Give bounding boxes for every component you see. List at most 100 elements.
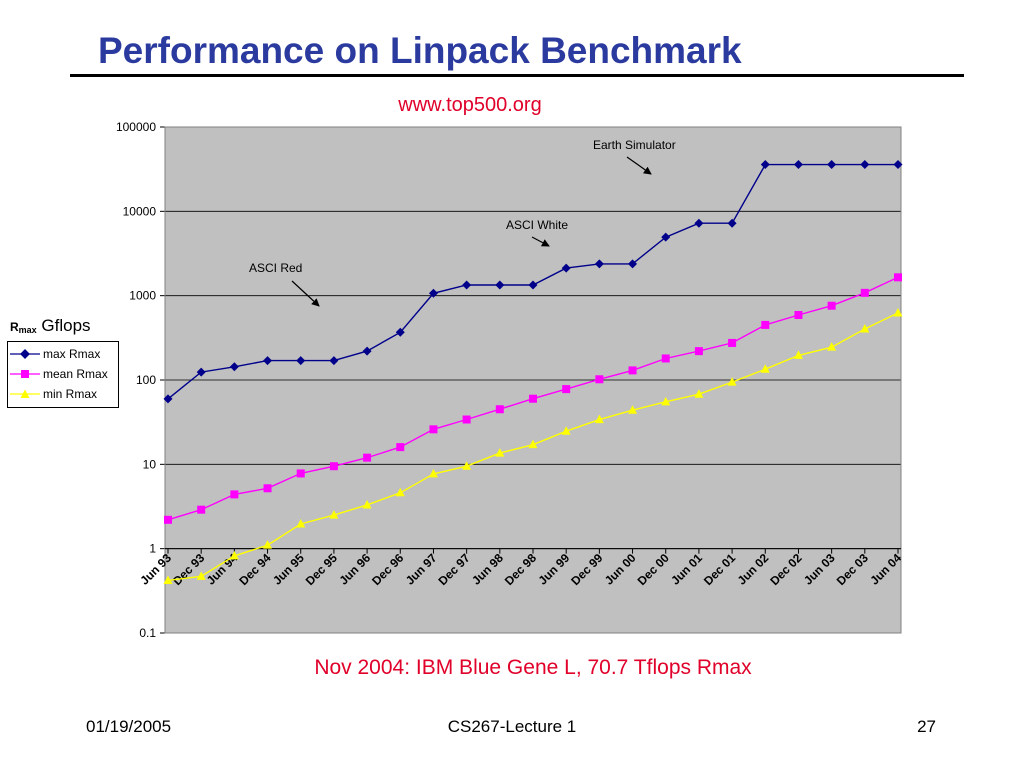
data-point-mean-rmax	[827, 301, 836, 310]
footer-page-number: 27	[917, 717, 936, 736]
legend-item-max-rmax: max Rmax	[8, 344, 118, 364]
y-tick-label: 10000	[123, 204, 157, 218]
data-point-min-rmax	[462, 461, 472, 470]
data-point-min-rmax	[694, 389, 704, 398]
y-axis-label-subscript: max	[18, 325, 37, 335]
y-axis-label-unit: Gflops	[41, 316, 91, 335]
data-point-mean-rmax	[628, 366, 637, 375]
data-point-min-rmax	[528, 439, 538, 449]
data-point-max-rmax	[495, 280, 505, 290]
data-point-max-rmax	[727, 218, 737, 228]
data-point-max-rmax	[860, 160, 870, 170]
data-point-max-rmax	[528, 280, 538, 290]
legend-key-max-rmax	[10, 349, 40, 359]
title-rule	[70, 74, 964, 77]
series-max-rmax	[163, 160, 903, 404]
data-point-min-rmax	[860, 323, 870, 333]
annotation-asci-white: ASCI White	[506, 218, 568, 232]
data-point-mean-rmax	[296, 469, 305, 478]
legend-label-mean-rmax: mean Rmax	[43, 367, 108, 381]
data-point-min-rmax	[395, 487, 405, 497]
data-point-max-rmax	[163, 394, 173, 404]
data-point-max-rmax	[661, 232, 671, 242]
data-point-max-rmax	[263, 356, 273, 366]
data-point-mean-rmax	[860, 288, 869, 297]
data-point-mean-rmax	[363, 453, 372, 462]
data-point-mean-rmax	[230, 490, 239, 499]
data-point-mean-rmax	[694, 347, 703, 356]
data-point-mean-rmax	[562, 385, 571, 394]
data-point-min-rmax	[163, 575, 173, 584]
legend-item-mean-rmax: mean Rmax	[8, 364, 118, 384]
data-point-min-rmax	[362, 499, 372, 509]
data-point-mean-rmax	[164, 515, 172, 524]
data-point-max-rmax	[628, 259, 638, 269]
annotation-earth-simulator: Earth Simulator	[593, 138, 676, 152]
footnote: Nov 2004: IBM Blue Gene L, 70.7 Tflops R…	[314, 656, 752, 679]
data-point-min-rmax	[628, 405, 638, 414]
series-mean-rmax	[164, 273, 902, 524]
data-point-mean-rmax	[396, 443, 405, 452]
data-point-max-rmax	[329, 356, 339, 366]
y-axis-label-symbol: R	[10, 320, 19, 334]
data-point-mean-rmax	[595, 375, 604, 384]
source-url: www.top500.org	[398, 94, 542, 116]
data-point-mean-rmax	[263, 484, 272, 493]
annotation-asci-red-arrow	[291, 280, 320, 307]
data-point-min-rmax	[793, 350, 803, 359]
data-point-min-rmax	[827, 342, 837, 351]
y-axis-label: Rmax Gflops	[10, 316, 91, 336]
data-point-mean-rmax	[429, 425, 438, 434]
y-tick-label: 0.1	[139, 626, 156, 640]
plot-border	[164, 126, 902, 634]
data-point-min-rmax	[196, 571, 206, 580]
legend-item-min-rmax: min Rmax	[8, 384, 118, 404]
data-point-mean-rmax	[197, 505, 206, 514]
y-tick-label: 10	[143, 457, 157, 471]
data-point-min-rmax	[296, 519, 306, 528]
y-tick-label: 1000	[129, 289, 156, 303]
y-tick-label: 1	[149, 542, 156, 556]
data-point-max-rmax	[362, 346, 372, 356]
data-point-mean-rmax	[529, 394, 537, 403]
data-point-mean-rmax	[329, 462, 338, 471]
data-point-mean-rmax	[462, 415, 471, 424]
data-point-min-rmax	[263, 540, 273, 549]
series-min-rmax	[163, 307, 903, 584]
data-point-max-rmax	[893, 160, 903, 170]
data-point-min-rmax	[661, 396, 671, 406]
y-tick-labels: 100000 10000 1000 100 10 1 0.1	[116, 120, 156, 640]
data-point-max-rmax	[229, 362, 239, 372]
series-layer	[163, 160, 903, 584]
annotation-layer: Earth Simulator ASCI White ASCI Red	[249, 138, 676, 307]
data-point-max-rmax	[827, 160, 837, 170]
slide-title: Performance on Linpack Benchmark	[98, 30, 742, 71]
y-tick-label: 100	[136, 373, 156, 387]
legend-label-max-rmax: max Rmax	[43, 347, 101, 361]
data-point-max-rmax	[694, 218, 704, 228]
data-point-max-rmax	[196, 367, 206, 377]
data-point-max-rmax	[296, 356, 306, 366]
data-point-min-rmax	[495, 448, 505, 457]
data-point-min-rmax	[727, 377, 737, 386]
data-point-min-rmax	[893, 307, 903, 317]
annotation-asci-red: ASCI Red	[249, 261, 302, 275]
data-point-max-rmax	[428, 288, 438, 298]
data-point-max-rmax	[561, 263, 571, 273]
chart-legend: max Rmax mean Rmax min Rmax	[7, 341, 119, 408]
data-point-min-rmax	[428, 468, 438, 478]
legend-key-min-rmax	[10, 389, 40, 398]
footer-course: CS267-Lecture 1	[447, 717, 577, 736]
data-point-mean-rmax	[728, 338, 737, 347]
data-point-max-rmax	[594, 259, 604, 269]
data-point-min-rmax	[561, 426, 571, 435]
data-point-mean-rmax	[794, 310, 803, 319]
data-point-mean-rmax	[761, 320, 770, 329]
legend-label-min-rmax: min Rmax	[43, 387, 98, 401]
data-point-mean-rmax	[495, 405, 504, 414]
y-tick-label: 100000	[116, 120, 156, 134]
data-point-max-rmax	[462, 280, 472, 290]
data-point-min-rmax	[760, 364, 770, 373]
data-point-max-rmax	[395, 327, 405, 337]
